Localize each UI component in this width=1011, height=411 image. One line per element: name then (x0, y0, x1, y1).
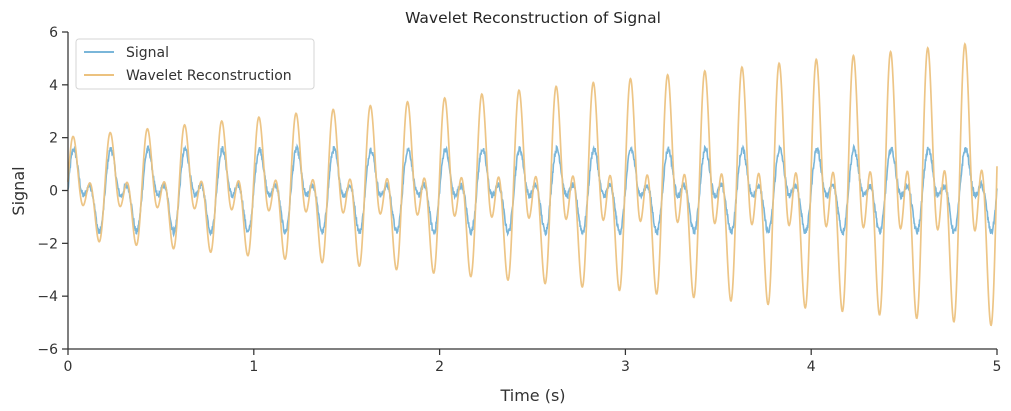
legend-label-signal: Signal (126, 45, 169, 61)
y-tick-label: 0 (49, 184, 58, 200)
y-ticks: −6 −4 −2 0 2 4 6 (37, 25, 68, 358)
y-axis-title: Signal (9, 166, 28, 215)
x-tick-label: 0 (64, 359, 73, 375)
y-tick-label: 6 (49, 25, 58, 41)
series-line-wavelet-reconstruction (67, 42, 998, 327)
legend-frame (75, 38, 315, 90)
legend: Signal Wavelet Reconstruction (75, 38, 315, 90)
x-tick-label: 5 (993, 359, 1002, 375)
x-axis-title: Time (s) (499, 386, 565, 405)
chart-title: Wavelet Reconstruction of Signal (405, 9, 661, 27)
y-tick-label: −2 (37, 236, 58, 252)
y-tick-label: 4 (49, 78, 58, 94)
series-layer (67, 42, 998, 327)
plot-area (67, 42, 998, 327)
legend-label-wavelet: Wavelet Reconstruction (126, 68, 292, 84)
x-tick-label: 3 (621, 359, 630, 375)
x-tick-label: 4 (807, 359, 816, 375)
x-ticks: 0 1 2 3 4 5 (64, 349, 1002, 375)
y-tick-label: −4 (37, 289, 58, 305)
x-tick-label: 2 (435, 359, 444, 375)
y-tick-label: 2 (49, 131, 58, 147)
x-tick-label: 1 (249, 359, 258, 375)
y-tick-label: −6 (37, 342, 58, 358)
